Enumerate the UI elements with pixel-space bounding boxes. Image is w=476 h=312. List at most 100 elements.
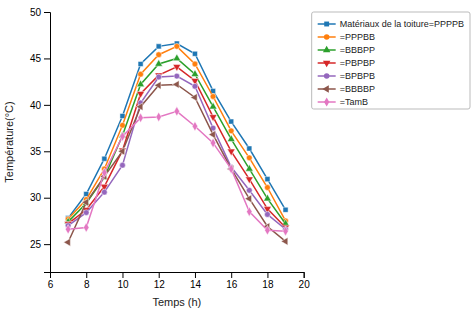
point <box>209 102 217 109</box>
tick-label: 8 <box>84 279 90 290</box>
point <box>265 225 270 234</box>
point <box>247 207 252 216</box>
point <box>138 71 144 77</box>
tick-mark <box>267 272 268 278</box>
series <box>64 65 289 232</box>
legend-label: Matériaux de la toiture=PPPPB <box>340 19 464 29</box>
line <box>68 58 285 223</box>
point <box>102 168 107 177</box>
point <box>173 54 181 61</box>
point <box>192 51 197 56</box>
tick-label: 12 <box>154 279 166 290</box>
legend-symbol <box>323 61 330 67</box>
tick: 30 <box>30 192 50 203</box>
tick-mark <box>122 272 123 278</box>
point <box>245 195 252 203</box>
point <box>227 149 235 156</box>
tick-mark <box>159 272 160 278</box>
point <box>265 212 271 218</box>
point <box>228 164 233 173</box>
point <box>283 207 288 212</box>
point <box>172 81 179 89</box>
legend-label: =BBBPP <box>340 45 375 55</box>
point <box>283 226 288 235</box>
legend-label: =PPPBB <box>340 32 375 42</box>
legend-item: =PBPBP <box>318 58 375 68</box>
legend-symbol <box>324 73 330 79</box>
point <box>138 113 143 122</box>
tick: 14 <box>190 272 202 290</box>
marks <box>64 41 290 246</box>
point <box>227 135 235 142</box>
tick: 20 <box>299 272 311 290</box>
tick-mark <box>86 272 87 278</box>
axis-line <box>51 273 305 279</box>
point <box>64 238 71 246</box>
point <box>245 177 253 184</box>
tick: 8 <box>84 272 90 290</box>
tick: 18 <box>262 272 274 290</box>
tick: 16 <box>226 272 238 290</box>
tick-label: 30 <box>30 192 42 203</box>
point <box>190 94 197 102</box>
point <box>210 94 216 100</box>
point <box>156 44 161 49</box>
point <box>155 73 163 80</box>
legend-label: =TamB <box>340 97 368 107</box>
tick-label: 10 <box>117 279 129 290</box>
legend-symbol <box>324 97 329 106</box>
legend-label: =PBPBP <box>340 58 375 68</box>
point <box>120 132 125 141</box>
legend-symbol <box>324 22 329 27</box>
point <box>227 165 234 173</box>
y-axis: 253035404550 <box>30 7 51 273</box>
point <box>136 103 143 111</box>
point <box>137 80 145 87</box>
point <box>264 194 272 201</box>
point <box>210 138 215 147</box>
tick: 35 <box>30 146 50 157</box>
tick-label: 6 <box>48 279 54 290</box>
point <box>120 122 126 128</box>
tick-label: 20 <box>299 279 311 290</box>
tick-label: 50 <box>30 7 42 18</box>
legend-symbol <box>322 85 328 92</box>
line <box>68 111 285 231</box>
line <box>68 76 285 229</box>
tick: 12 <box>154 272 166 290</box>
legend-symbol <box>324 34 330 40</box>
tick-label: 40 <box>30 100 42 111</box>
point <box>174 73 180 79</box>
point <box>192 121 197 130</box>
x-axis: 6 8 10 12 14 16 18 20 <box>48 272 310 290</box>
point <box>246 155 252 161</box>
point <box>82 199 90 206</box>
tick-mark <box>44 58 50 59</box>
point <box>118 147 125 155</box>
legend-item: =BBBPP <box>318 45 375 55</box>
point <box>245 164 253 171</box>
point <box>192 83 198 89</box>
tick-mark <box>231 272 232 278</box>
plot: 68101214161820253035404550 <box>30 7 310 290</box>
chart-container: Matériaux de la toiture=PPPPB =PPPBB =BBBP… <box>0 0 476 312</box>
point <box>228 128 234 134</box>
point <box>156 52 162 58</box>
legend-box <box>312 12 470 109</box>
tick-label: 14 <box>190 279 202 290</box>
point <box>174 43 180 49</box>
legend-item: Matériaux de la toiture=PPPPB <box>318 19 464 29</box>
tick: 25 <box>30 239 50 250</box>
point <box>173 65 181 72</box>
legend: Matériaux de la toiture=PPPPB =PPPBB =BBBP… <box>312 12 470 109</box>
point <box>120 162 126 168</box>
line <box>68 84 285 242</box>
point <box>229 119 234 124</box>
tick-label: 16 <box>226 279 238 290</box>
point <box>247 146 252 151</box>
legend-symbol <box>323 46 330 52</box>
point <box>192 61 198 67</box>
tick: 40 <box>30 100 50 111</box>
tick-label: 25 <box>30 239 42 250</box>
tick-mark <box>44 244 50 245</box>
